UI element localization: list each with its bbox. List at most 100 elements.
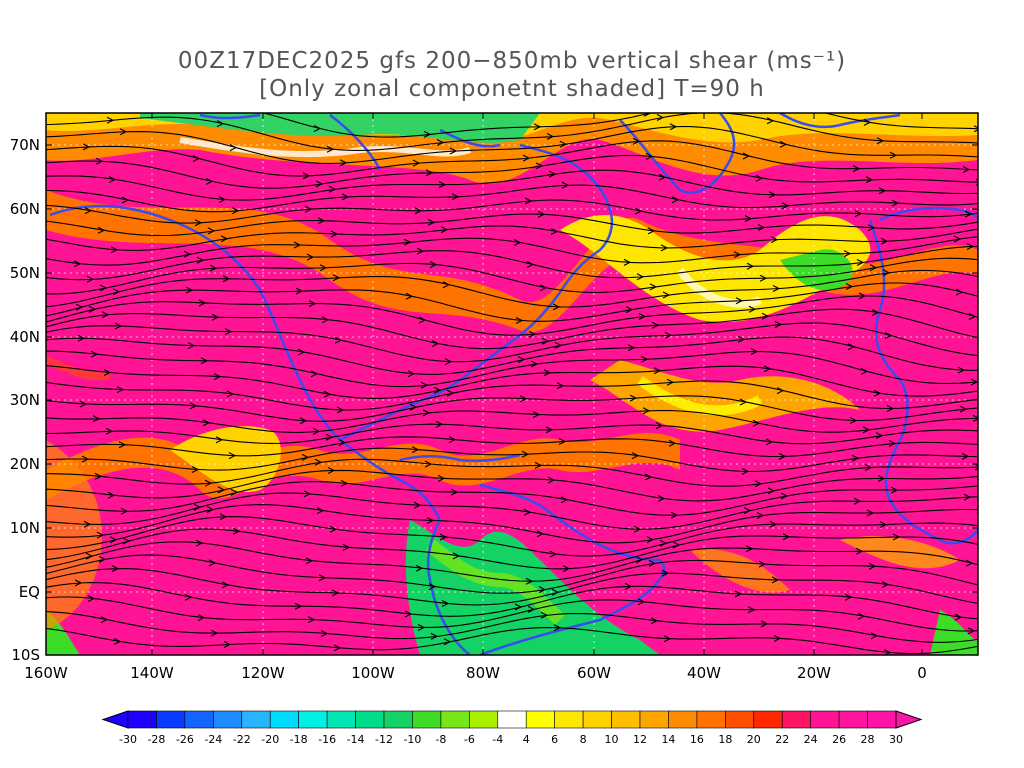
streamline-arrow bbox=[849, 417, 858, 424]
streamline-arrow bbox=[183, 250, 192, 258]
streamline-arrow bbox=[340, 479, 349, 487]
streamline-arrow bbox=[625, 306, 634, 314]
streamline-arrow bbox=[326, 145, 335, 153]
streamline-arrow bbox=[858, 292, 867, 300]
streamline-arrow bbox=[876, 137, 885, 145]
colorbar-swatch bbox=[753, 710, 783, 729]
streamline-arrow bbox=[440, 226, 449, 234]
colorbar-swatch bbox=[554, 710, 584, 729]
streamline-arrow bbox=[733, 251, 742, 259]
lon-label: 120W bbox=[241, 664, 285, 682]
streamline-arrow bbox=[436, 139, 445, 146]
streamline-arrow bbox=[119, 128, 128, 136]
streamline-arrow bbox=[218, 196, 227, 203]
streamline-arrow bbox=[562, 565, 571, 573]
streamline-arrow bbox=[561, 181, 570, 189]
streamline-arrow bbox=[746, 262, 755, 270]
streamline-arrow bbox=[223, 641, 232, 648]
lon-label: 160W bbox=[24, 664, 68, 682]
streamline-arrow bbox=[981, 635, 987, 641]
streamline-arrow bbox=[86, 275, 95, 283]
streamline-arrow bbox=[196, 256, 205, 264]
streamline-arrow bbox=[409, 403, 418, 411]
streamline bbox=[46, 154, 978, 189]
streamline-arrow bbox=[519, 395, 528, 403]
streamline-arrow bbox=[446, 389, 455, 397]
streamline-arrow bbox=[965, 559, 974, 567]
streamline-arrow bbox=[539, 284, 548, 292]
streamline-arrow bbox=[843, 250, 852, 258]
streamline-arrow bbox=[743, 507, 752, 515]
map-title-line-1: 00Z17DEC2025 gfs 200−850mb vertical shea… bbox=[177, 48, 847, 74]
streamline-arrow bbox=[536, 530, 545, 538]
streamline-arrow bbox=[202, 419, 211, 427]
streamline bbox=[46, 113, 978, 151]
streamline-arrow bbox=[892, 533, 901, 541]
streamline-arrow bbox=[644, 473, 653, 481]
colorbar-swatch bbox=[838, 710, 868, 729]
colorbar-label: 12 bbox=[633, 733, 647, 746]
streamline-arrow bbox=[197, 614, 206, 622]
streamline-arrow bbox=[770, 236, 779, 244]
streamline-arrow bbox=[855, 547, 864, 555]
streamline-arrow bbox=[84, 207, 93, 215]
streamline-arrow bbox=[192, 155, 201, 162]
streamline-arrow bbox=[554, 341, 563, 349]
streamline bbox=[46, 184, 978, 213]
streamline-arrow bbox=[742, 152, 751, 160]
streamline-arrow bbox=[967, 627, 976, 635]
streamline-arrow bbox=[745, 545, 754, 553]
streamline-arrow bbox=[538, 586, 547, 594]
streamline bbox=[46, 282, 978, 322]
colorbar-swatch bbox=[355, 710, 385, 729]
streamline-arrow bbox=[77, 334, 86, 342]
streamline-arrow bbox=[886, 405, 895, 412]
streamline-arrow bbox=[646, 536, 655, 544]
streamline-arrow bbox=[306, 253, 315, 261]
streamline-arrow bbox=[763, 365, 772, 373]
streamline bbox=[46, 627, 978, 655]
streamline-arrow bbox=[325, 433, 334, 441]
streamline-arrow bbox=[525, 577, 534, 585]
streamline bbox=[46, 199, 978, 224]
streamline-arrow bbox=[317, 217, 326, 225]
streamline-arrow bbox=[73, 260, 82, 268]
streamline-arrow bbox=[330, 230, 339, 238]
streamline-arrow bbox=[765, 438, 774, 446]
streamline-arrow bbox=[877, 475, 886, 482]
streamline-arrow bbox=[442, 281, 451, 289]
streamline-arrow bbox=[438, 181, 447, 189]
streamline-arrow bbox=[774, 321, 783, 328]
streamline-arrow bbox=[216, 120, 225, 128]
streamline-arrow bbox=[449, 147, 458, 155]
streamline-arrow bbox=[422, 409, 431, 417]
streamline-arrow bbox=[761, 312, 770, 320]
streamline-arrow bbox=[95, 157, 104, 165]
streamline-arrow bbox=[540, 611, 549, 619]
streamline-arrow bbox=[867, 224, 876, 232]
streamline-arrow bbox=[415, 564, 424, 572]
streamline-arrow bbox=[418, 316, 427, 324]
streamline-arrow bbox=[957, 366, 966, 374]
streamline-arrow bbox=[744, 215, 753, 223]
streamline-arrow bbox=[229, 144, 238, 152]
streamline-arrow bbox=[970, 378, 978, 386]
streamline-arrow bbox=[853, 497, 862, 505]
streamline-arrow bbox=[85, 552, 94, 560]
colorbar-swatch bbox=[725, 710, 755, 729]
streamline bbox=[46, 582, 978, 620]
colorbar-label: -8 bbox=[435, 733, 447, 746]
streamline-arrow bbox=[301, 453, 310, 461]
streamline-arrow bbox=[424, 460, 433, 468]
streamline-arrow bbox=[331, 589, 340, 597]
streamline-arrow bbox=[515, 317, 524, 324]
streamline-arrow bbox=[189, 402, 198, 410]
streamline-arrow bbox=[548, 170, 557, 178]
streamline-arrow bbox=[341, 193, 350, 201]
streamline bbox=[46, 596, 978, 632]
colorbar-label: -6 bbox=[463, 733, 475, 746]
streamline-arrow bbox=[444, 358, 453, 366]
colorbar-swatch bbox=[241, 710, 271, 729]
streamline-arrow bbox=[870, 632, 879, 640]
lat-label: 70N bbox=[9, 136, 40, 154]
